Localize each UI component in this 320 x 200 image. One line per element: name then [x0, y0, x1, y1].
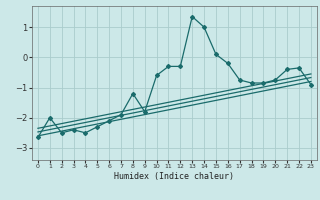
- X-axis label: Humidex (Indice chaleur): Humidex (Indice chaleur): [115, 172, 234, 181]
